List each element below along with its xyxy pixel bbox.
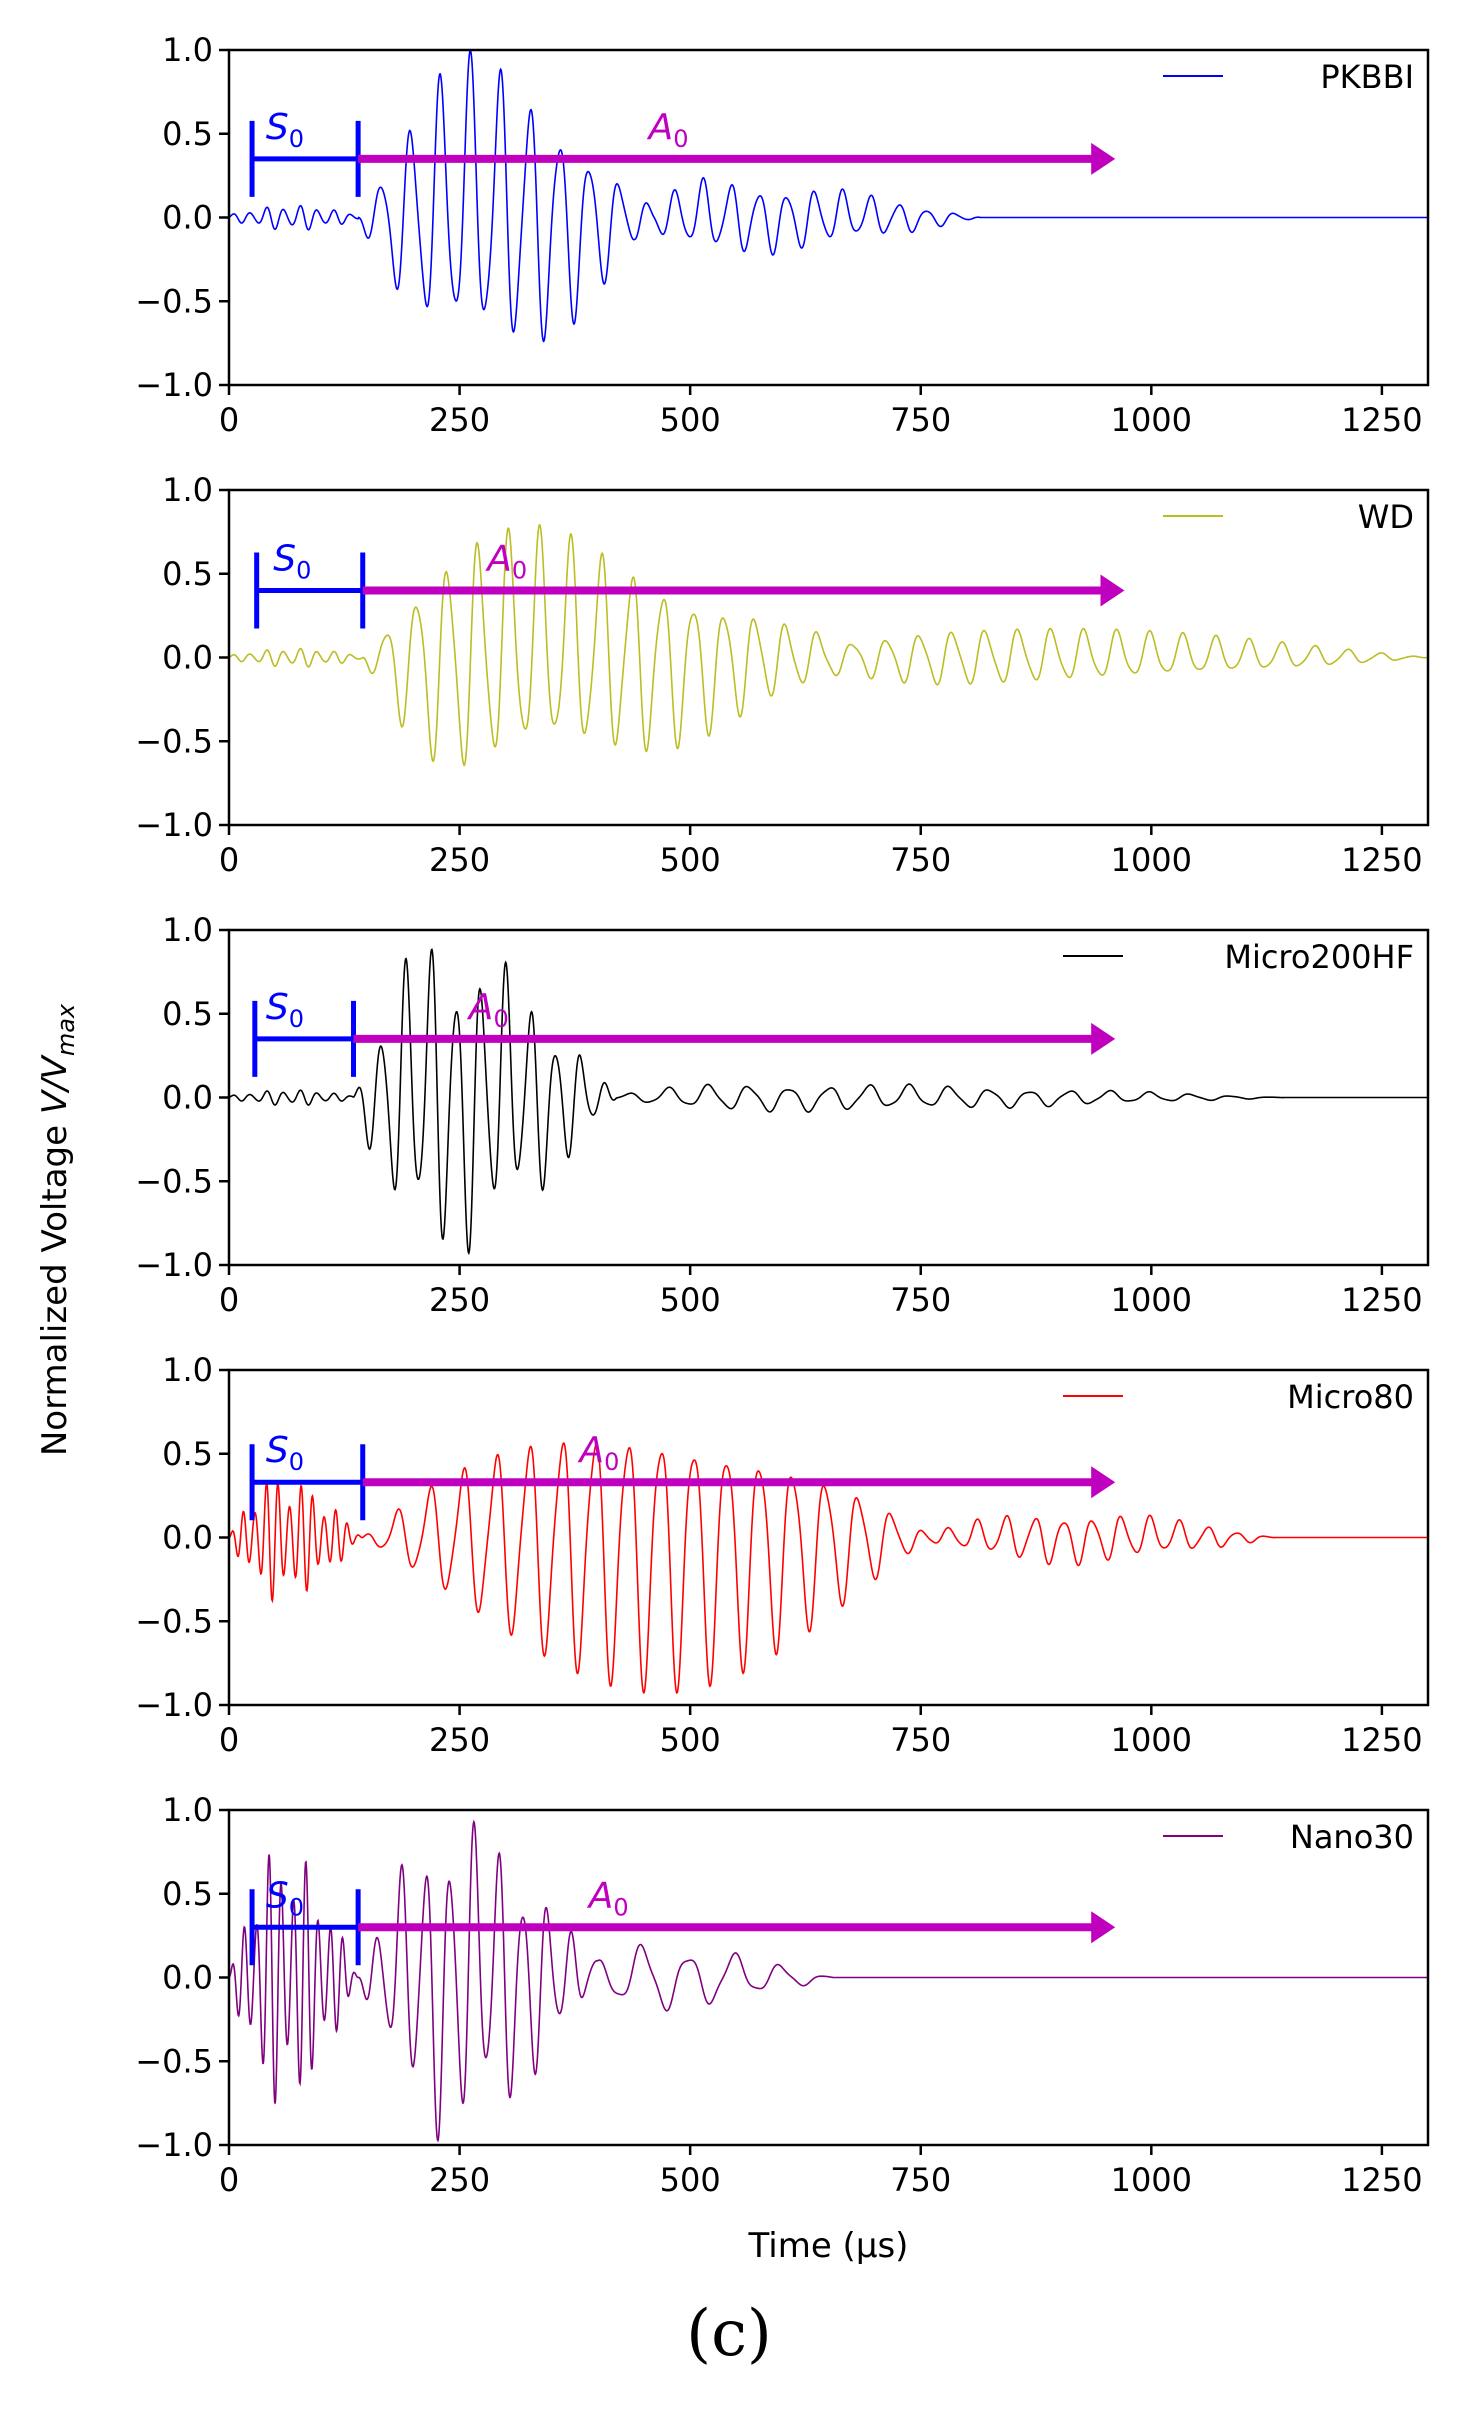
- x-tick-label: 250: [429, 841, 490, 879]
- a0-label: A0: [577, 1430, 619, 1476]
- legend-label: Micro200HF: [1224, 938, 1414, 976]
- y-tick-label: 0.5: [162, 555, 213, 593]
- y-tick-label: 0.0: [162, 1959, 213, 1997]
- y-tick-label: −1.0: [135, 366, 213, 404]
- x-tick-label: 0: [219, 841, 239, 879]
- waveform-nano30: [229, 1819, 1428, 2143]
- y-tick-label: 0.0: [162, 199, 213, 237]
- s0-label: S0: [266, 1875, 304, 1921]
- panel-wd: S0 A0 1.0 0.5 0.0 −0.5 −1.00 250 500 750 1000 1250 W…: [135, 471, 1430, 879]
- x-tick-label: 1000: [1111, 2161, 1192, 2199]
- x-tick-label: 750: [890, 841, 951, 879]
- x-tick-label: 1250: [1341, 1721, 1422, 1759]
- legend-label: WD: [1358, 498, 1414, 536]
- x-tick-label: 750: [890, 1721, 951, 1759]
- y-tick-label: 0.5: [162, 995, 213, 1033]
- y-tick-label: −0.5: [135, 2042, 213, 2080]
- y-tick-label: −1.0: [135, 806, 213, 844]
- legend-label: PKBBI: [1320, 58, 1414, 96]
- legend-label: Nano30: [1290, 1818, 1414, 1856]
- y-tick-label: −1.0: [135, 1686, 213, 1724]
- y-tick-label: 0.0: [162, 1079, 213, 1117]
- figure-label: (c): [686, 2297, 772, 2371]
- x-tick-label: 0: [219, 401, 239, 439]
- x-tick-label: 0: [219, 1281, 239, 1319]
- y-tick-label: −0.5: [135, 282, 213, 320]
- x-tick-label: 0: [219, 1721, 239, 1759]
- x-tick-label: 500: [660, 2161, 721, 2199]
- x-tick-label: 250: [429, 401, 490, 439]
- y-tick-label: 0.0: [162, 639, 213, 677]
- x-tick-label: 250: [429, 1281, 490, 1319]
- y-tick-label: 1.0: [162, 31, 213, 69]
- y-tick-label: 1.0: [162, 1351, 213, 1389]
- y-tick-label: −0.5: [135, 1162, 213, 1200]
- legend-label: Micro80: [1287, 1378, 1414, 1416]
- panel-micro80: S0 A0 1.0 0.5 0.0 −0.5 −1.00 250 500 750 1000 1250 M…: [135, 1351, 1430, 1759]
- x-tick-label: 500: [660, 1281, 721, 1319]
- waveform-micro200hf: [229, 948, 1428, 1256]
- x-axis-label: Time (μs): [748, 2226, 909, 2266]
- x-tick-label: 500: [660, 841, 721, 879]
- axes-frame: [227, 1368, 1430, 1707]
- y-tick-label: 1.0: [162, 471, 213, 509]
- waveform-pkbbi: [229, 50, 1428, 343]
- x-tick-label: 1000: [1111, 841, 1192, 879]
- y-tick-label: 1.0: [162, 1791, 213, 1829]
- x-tick-label: 500: [660, 1721, 721, 1759]
- x-tick-label: 1000: [1111, 401, 1192, 439]
- a0-label: A0: [647, 107, 689, 153]
- waveform-wd: [229, 523, 1428, 767]
- y-axis-label: Normalized Voltage V/Vmax: [35, 1003, 80, 1456]
- s0-label: S0: [266, 1430, 304, 1476]
- y-tick-label: −0.5: [135, 722, 213, 760]
- x-tick-label: 1000: [1111, 1281, 1192, 1319]
- panel-nano30: S0 A0 1.0 0.5 0.0 −0.5 −1.00 250 500 750 1000 1250 N…: [135, 1791, 1430, 2199]
- x-tick-label: 750: [890, 2161, 951, 2199]
- x-tick-label: 0: [219, 2161, 239, 2199]
- x-tick-label: 1250: [1341, 1281, 1422, 1319]
- s0-label: S0: [273, 539, 311, 585]
- x-tick-label: 1250: [1341, 841, 1422, 879]
- s0-label: S0: [266, 987, 304, 1033]
- panel-pkbbi: S0 A0 1.0 0.5 0.0 −0.5 −1.00 250 500 750 1000 1250 P…: [135, 31, 1430, 439]
- x-tick-label: 250: [429, 1721, 490, 1759]
- panel-micro200hf: S0 A01.00.50.0−0.5−1.00 250 500 750 1000 1250M…: [135, 911, 1430, 1319]
- x-tick-label: 1250: [1341, 401, 1422, 439]
- y-tick-label: −0.5: [135, 1602, 213, 1640]
- y-tick-label: −1.0: [135, 1246, 213, 1284]
- x-tick-label: 500: [660, 401, 721, 439]
- x-tick-label: 750: [890, 1281, 951, 1319]
- a0-label: A0: [587, 1875, 629, 1921]
- x-tick-label: 250: [429, 2161, 490, 2199]
- waveform-micro80: [229, 1442, 1428, 1695]
- x-tick-label: 1250: [1341, 2161, 1422, 2199]
- y-tick-label: 0.0: [162, 1519, 213, 1557]
- y-tick-label: −1.0: [135, 2126, 213, 2164]
- x-tick-label: 1000: [1111, 1721, 1192, 1759]
- y-tick-label: 0.5: [162, 1435, 213, 1473]
- y-tick-label: 0.5: [162, 115, 213, 153]
- y-tick-label: 0.5: [162, 1875, 213, 1913]
- x-tick-label: 750: [890, 401, 951, 439]
- s0-label: S0: [266, 107, 304, 153]
- a0-label: A0: [485, 539, 527, 585]
- y-tick-label: 1.0: [162, 911, 213, 949]
